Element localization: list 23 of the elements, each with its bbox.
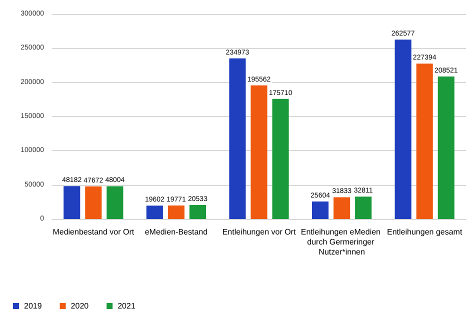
legend-label: 2021 [118,302,136,310]
x-tick-label: Entleihungen vor Ort [222,228,296,236]
legend-label: 2020 [70,302,90,310]
bar [394,40,412,219]
x-tick-label: Medienbestand vor Ort [52,228,135,236]
bar [106,186,124,219]
bar [312,202,329,219]
bar [272,98,289,219]
bar [189,204,206,219]
bar [438,76,454,219]
bar [250,85,268,219]
bar [168,205,184,219]
bar [416,64,433,219]
x-tick-label: eMedien-Bestand [144,228,208,236]
x-tick-label: Entleihungen eMedien durch Germeringer Nutzer*innen [300,228,383,256]
bar [334,197,350,219]
legend-label: 2019 [24,302,42,310]
x-tick-label: Entleihungen gesamt [387,228,463,236]
bar [355,196,372,219]
bar [85,186,102,219]
bar [229,58,246,219]
bar [64,186,80,219]
bar [146,206,163,219]
